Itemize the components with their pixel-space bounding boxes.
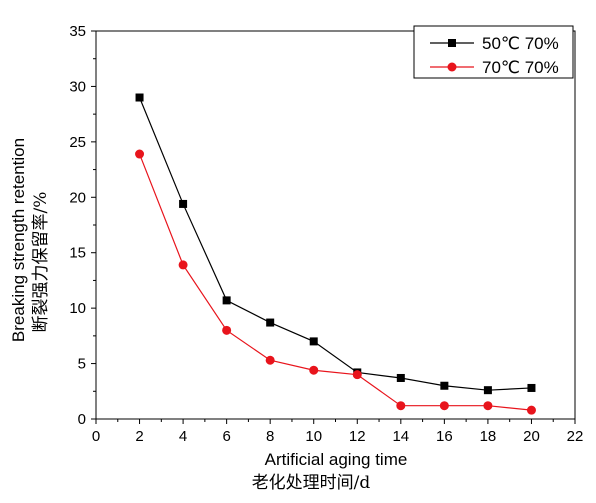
y-tick-label: 10 — [69, 300, 86, 317]
series-1 — [135, 93, 536, 395]
y-tick-label: 20 — [69, 189, 86, 206]
x-tick-label: 22 — [567, 428, 584, 445]
x-tick-label: 20 — [523, 428, 540, 445]
y-tick-label: 25 — [69, 134, 86, 151]
x-tick-label: 18 — [480, 428, 497, 445]
legend-label: 50℃ 70% — [482, 34, 559, 53]
x-tick-label: 12 — [349, 428, 366, 445]
data-point — [527, 383, 536, 392]
data-point — [222, 296, 231, 305]
series-2 — [135, 149, 536, 415]
data-point — [266, 318, 275, 327]
x-axis-title: Artificial aging time — [265, 450, 408, 469]
series-layer — [135, 93, 536, 415]
data-point — [265, 355, 275, 365]
legend-label: 70℃ 70% — [482, 58, 559, 77]
data-point — [483, 401, 493, 411]
data-point — [309, 337, 318, 346]
data-point — [483, 386, 492, 395]
x-tick-label: 16 — [436, 428, 453, 445]
x-tick-label: 8 — [266, 428, 274, 445]
data-point — [309, 365, 319, 375]
y-axis-title: Breaking strength retention — [9, 138, 28, 342]
data-point — [135, 149, 145, 159]
x-tick-label: 10 — [305, 428, 322, 445]
data-point — [439, 401, 449, 411]
legend-marker — [448, 39, 456, 47]
series-line — [138, 97, 532, 391]
x-tick-label: 14 — [392, 428, 409, 445]
x-tick-label: 6 — [222, 428, 230, 445]
data-point — [179, 199, 188, 208]
y-tick-label: 5 — [78, 356, 86, 373]
data-point — [135, 93, 144, 102]
data-point — [396, 373, 405, 382]
data-point — [440, 381, 449, 390]
data-point — [396, 401, 406, 411]
x-tick-label: 0 — [92, 428, 100, 445]
legend-box — [413, 25, 574, 79]
y-axis-title-cn: 断裂强力保留率/% — [31, 192, 51, 333]
series-line — [138, 153, 532, 411]
x-tick-label: 2 — [135, 428, 143, 445]
y-tick-label: 35 — [69, 23, 86, 40]
data-point — [352, 370, 362, 380]
data-point — [178, 260, 188, 270]
x-tick-label: 4 — [179, 428, 187, 445]
y-tick-label: 30 — [69, 78, 86, 95]
data-point — [526, 405, 536, 415]
legend-marker — [447, 62, 457, 72]
data-point — [222, 325, 232, 335]
x-axis-title-cn: 老化处理时间/d — [252, 473, 371, 493]
y-tick-label: 0 — [78, 411, 86, 428]
y-axis: 0 5 10 15 20 25 30 35 — [69, 23, 96, 428]
legend: 50℃ 70% 70℃ 70% — [413, 25, 574, 79]
y-tick-label: 15 — [69, 245, 86, 262]
x-axis: 0 2 4 6 8 10 12 14 16 18 20 22 — [92, 419, 584, 445]
